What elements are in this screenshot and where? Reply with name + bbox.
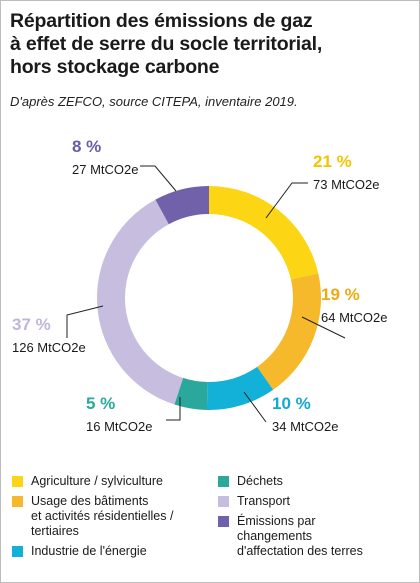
donut-slice-agriculture-sylviculture <box>209 186 319 280</box>
donut-slice-emissions-par-changements-d-affectation-des-terres <box>155 186 209 225</box>
donut-slice-dechets <box>174 377 208 410</box>
donut-slice-transport <box>97 199 184 405</box>
donut-slice-industrie-de-l-energie <box>206 366 274 410</box>
value-label-dechets: 16 MtCO2e <box>86 419 152 434</box>
donut-slice-usage-des-batiments-et-activites-residentielles-tertiaires <box>257 273 321 390</box>
percent-label-usage-des-batiments-et-activites-residentielles-tertiaires: 19 % <box>321 285 360 304</box>
leader-line-agriculture-sylviculture <box>265 182 308 219</box>
leader-line-transport <box>66 305 104 338</box>
leader-line-emissions-par-changements-d-affectation-des-terres <box>140 165 177 192</box>
chart-subtitle: D'après ZEFCO, source CITEPA, inventaire… <box>10 94 298 109</box>
value-label-industrie-de-l-energie: 34 MtCO2e <box>272 419 338 434</box>
value-label-agriculture-sylviculture: 73 MtCO2e <box>313 177 379 192</box>
value-label-transport: 126 MtCO2e <box>12 340 86 355</box>
leader-line-usage-des-batiments-et-activites-residentielles-tertiaires <box>301 316 346 339</box>
value-label-emissions-par-changements-d-affectation-des-terres: 27 MtCO2e <box>72 162 138 177</box>
leader-line-industrie-de-l-energie <box>243 391 267 423</box>
percent-label-transport: 37 % <box>12 315 51 334</box>
percent-label-industrie-de-l-energie: 10 % <box>272 394 311 413</box>
percent-label-dechets: 5 % <box>86 394 115 413</box>
leader-line-dechets <box>166 397 181 421</box>
chart-title: Répartition des émissions de gaz à effet… <box>10 10 323 78</box>
value-label-usage-des-batiments-et-activites-residentielles-tertiaires: 64 MtCO2e <box>321 310 387 325</box>
percent-label-agriculture-sylviculture: 21 % <box>313 152 352 171</box>
percent-label-emissions-par-changements-d-affectation-des-terres: 8 % <box>72 137 101 156</box>
